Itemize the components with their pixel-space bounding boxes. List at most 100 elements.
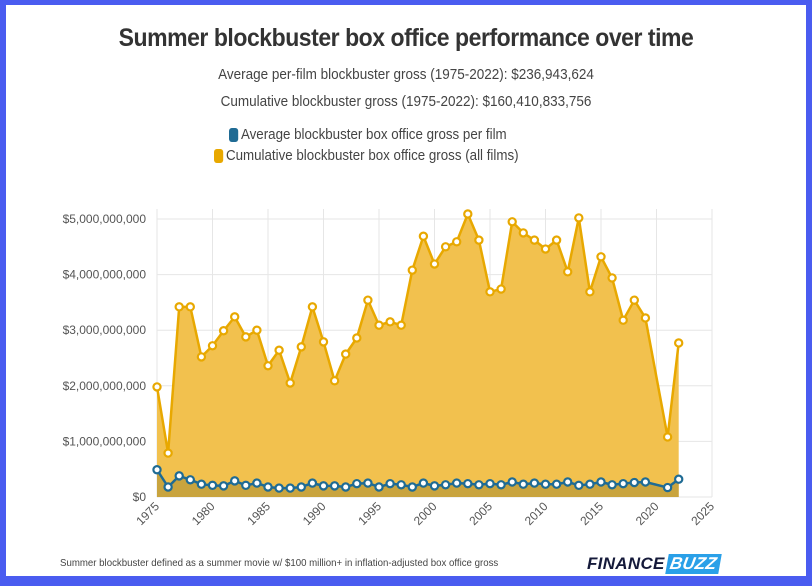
cumulative-point <box>352 333 362 343</box>
cumulative-point <box>185 302 195 312</box>
cumulative-point <box>518 228 529 238</box>
average-point <box>507 477 517 487</box>
cumulative-point <box>418 231 429 241</box>
logo-finance: FINANCE <box>587 554 665 573</box>
x-tick-label: 1995 <box>355 499 384 528</box>
average-point <box>440 480 451 490</box>
cumulative-point <box>241 332 251 342</box>
average-point <box>407 482 417 492</box>
x-tick-label: 1980 <box>189 499 218 528</box>
x-tick-label: 2005 <box>466 499 495 528</box>
cumulative-point <box>363 295 373 305</box>
cumulative-point <box>385 317 395 327</box>
x-tick-label: 2010 <box>522 499 551 528</box>
average-point <box>207 480 218 491</box>
average-point <box>318 481 329 491</box>
cumulative-point <box>618 315 628 325</box>
average-point <box>307 478 318 488</box>
average-point <box>174 471 184 481</box>
cumulative-point <box>152 382 162 392</box>
y-tick-label: $2,000,000,000 <box>63 379 147 393</box>
cumulative-point <box>163 448 173 458</box>
x-tick-label: 2000 <box>411 499 440 528</box>
average-point <box>352 478 362 489</box>
average-point <box>385 478 395 489</box>
y-tick-label: $4,000,000,000 <box>63 268 147 282</box>
legend-swatch-average-icon <box>229 128 239 142</box>
y-tick-label: $1,000,000,000 <box>63 434 147 448</box>
logo-buzz: BUZZ <box>664 554 721 574</box>
cumulative-point <box>196 352 207 362</box>
cumulative-point <box>474 235 484 245</box>
cumulative-point <box>551 235 562 245</box>
cumulative-point <box>218 326 229 336</box>
average-point <box>496 480 506 490</box>
x-tick-label: 2020 <box>633 499 662 528</box>
average-point <box>640 477 651 487</box>
cumulative-point <box>396 320 406 330</box>
cumulative-point <box>174 302 184 312</box>
legend-item-average[interactable]: Average blockbuster box office gross per… <box>229 127 507 143</box>
average-point <box>474 480 484 490</box>
average-point <box>229 476 240 486</box>
average-point <box>263 482 273 492</box>
x-tick-label: 2025 <box>688 499 717 528</box>
average-point <box>607 480 617 490</box>
legend-label-cumulative: Cumulative blockbuster box office gross … <box>225 148 519 164</box>
subtitle-cumulative: Cumulative blockbuster gross (1975-2022)… <box>220 93 592 110</box>
x-tick-label: 1985 <box>244 499 273 528</box>
cumulative-point <box>529 235 540 245</box>
cumulative-point <box>207 341 218 351</box>
average-point <box>196 479 207 489</box>
cumulative-point <box>329 376 340 386</box>
legend-swatch-cumulative-icon <box>214 149 224 163</box>
cumulative-point <box>285 378 295 388</box>
average-point <box>563 477 573 487</box>
average-point <box>396 480 406 490</box>
cumulative-point <box>607 273 617 283</box>
cumulative-point <box>429 259 440 269</box>
cumulative-point <box>507 217 517 227</box>
x-tick-label: 1990 <box>300 499 329 528</box>
cumulative-point <box>674 338 684 348</box>
cumulative-point <box>640 313 651 323</box>
average-point <box>341 482 351 492</box>
cumulative-area <box>157 213 679 497</box>
average-point <box>418 478 429 488</box>
average-point <box>518 479 529 489</box>
average-point <box>574 480 584 491</box>
average-point <box>374 482 384 492</box>
cumulative-point <box>463 209 473 219</box>
legend-item-cumulative[interactable]: Cumulative blockbuster box office gross … <box>214 148 519 164</box>
cumulative-point <box>496 284 506 294</box>
cumulative-point <box>407 265 417 275</box>
average-point <box>540 479 551 489</box>
subtitle-average: Average per-film blockbuster gross (1975… <box>218 66 594 83</box>
average-point <box>274 483 284 493</box>
cumulative-point <box>307 302 318 312</box>
cumulative-point <box>296 342 306 352</box>
average-point <box>329 481 340 491</box>
x-tick-label: 2015 <box>577 499 606 528</box>
cumulative-point <box>540 244 551 254</box>
cumulative-point <box>341 349 351 359</box>
cumulative-point <box>585 287 595 297</box>
cumulative-point <box>629 295 640 305</box>
financebuzz-logo: FINANCE BUZZ <box>587 554 721 574</box>
average-point <box>485 478 495 489</box>
average-point <box>218 481 229 491</box>
average-point <box>551 479 562 489</box>
average-point <box>241 480 251 491</box>
cumulative-point <box>263 361 273 371</box>
cumulative-point <box>485 287 495 297</box>
y-tick-label: $0 <box>133 490 147 504</box>
average-point <box>452 478 462 488</box>
footnote: Summer blockbuster defined as a summer m… <box>60 557 499 569</box>
average-point <box>463 478 473 489</box>
average-point <box>585 479 595 489</box>
average-point <box>185 475 195 485</box>
average-point <box>285 483 295 493</box>
average-point <box>529 478 540 488</box>
y-tick-label: $5,000,000,000 <box>63 212 147 226</box>
